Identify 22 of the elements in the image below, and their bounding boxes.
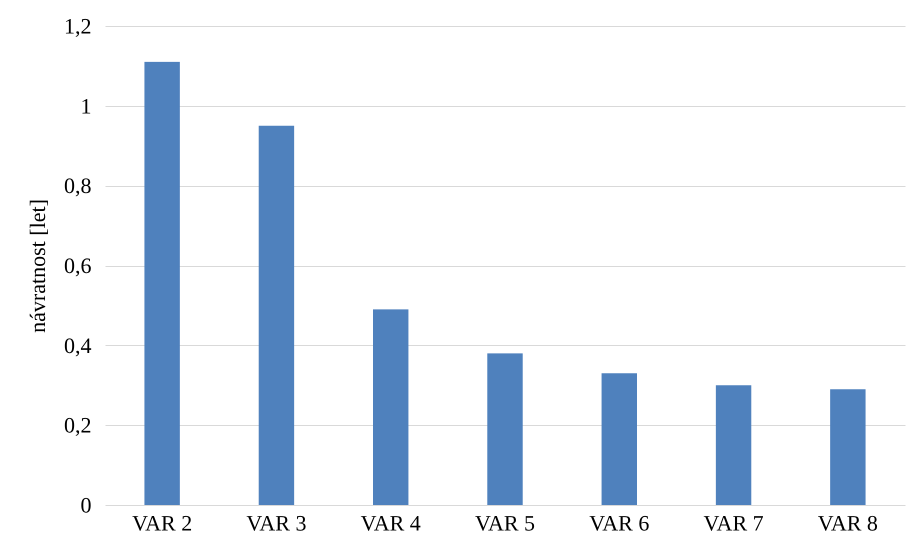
bar xyxy=(716,385,752,505)
x-tick-label: VAR 6 xyxy=(589,510,650,536)
bar xyxy=(144,62,180,505)
x-tick-label: VAR 2 xyxy=(132,510,192,536)
y-tick-label: 1 xyxy=(80,93,92,118)
y-axis-title: návratnost [let] xyxy=(25,199,50,333)
bar xyxy=(602,373,637,505)
y-tick-label: 0,8 xyxy=(64,173,92,198)
bar xyxy=(830,389,866,505)
y-tick-label: 0,6 xyxy=(64,253,92,278)
bar xyxy=(487,353,523,505)
y-tick-label: 0 xyxy=(80,492,92,518)
x-tick-label: VAR 8 xyxy=(818,510,878,536)
x-tick-label: VAR 4 xyxy=(360,510,421,536)
x-tick-label: VAR 3 xyxy=(246,510,306,536)
x-tick-label: VAR 5 xyxy=(474,510,536,536)
y-tick-label: 0,2 xyxy=(64,412,92,438)
bar xyxy=(373,309,408,505)
y-tick-label: 1,2 xyxy=(64,14,92,38)
y-tick-label: 0,4 xyxy=(64,332,92,358)
bar xyxy=(258,126,294,505)
x-tick-label: VAR 7 xyxy=(704,510,764,536)
